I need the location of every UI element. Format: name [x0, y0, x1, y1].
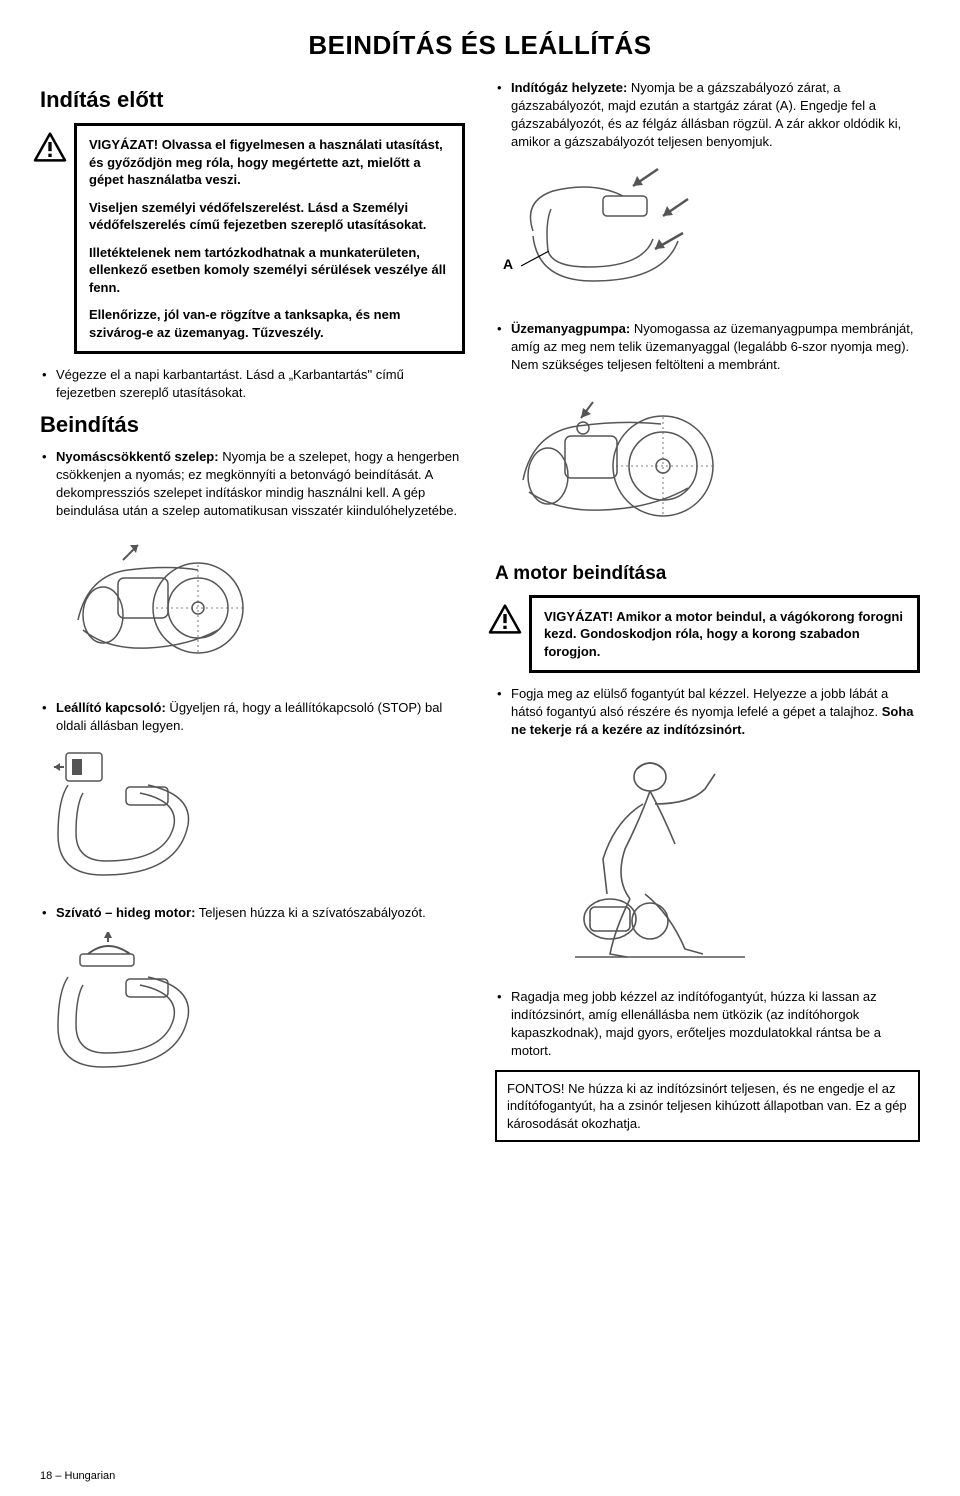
footer-language: Hungarian: [65, 1470, 116, 1482]
warning-triangle-icon: [488, 604, 522, 634]
li-grip-text: Fogja meg az elülső fogantyút bal kézzel…: [511, 686, 888, 719]
li-throttle-bold: Indítógáz helyzete:: [511, 80, 627, 95]
footer-page-number: 18: [40, 1470, 52, 1482]
li-choke: Szívató – hideg motor: Teljesen húzza ki…: [56, 904, 465, 922]
li-fuelpump-bold: Üzemanyagpumpa:: [511, 321, 630, 336]
page-footer: 18 – Hungarian: [40, 1470, 115, 1482]
warn1-p3: Illetéktelenek nem tartózkodhatnak a mun…: [89, 244, 450, 297]
list-decompression: Nyomáscsökkentő szelep: Nyomja be a szel…: [40, 448, 465, 520]
li-pull-starter: Ragadja meg jobb kézzel az indítófoganty…: [511, 988, 920, 1060]
li-decompression-bold: Nyomáscsökkentő szelep:: [56, 449, 219, 464]
warn2-text: VIGYÁZAT! Amikor a motor beindul, a vágó…: [544, 608, 905, 661]
list-throttle: Indítógáz helyzete: Nyomja be a gázszabá…: [495, 79, 920, 151]
warn1-p4: Ellenőrizze, jól van-e rögzítve a tanksa…: [89, 306, 450, 341]
right-column: Indítógáz helyzete: Nyomja be a gázszabá…: [495, 79, 920, 1152]
li-grip: Fogja meg az elülső fogantyút bal kézzel…: [511, 685, 920, 739]
li-stop-switch: Leállító kapcsoló: Ügyeljen rá, hogy a l…: [56, 699, 465, 735]
list-stop-switch: Leállító kapcsoló: Ügyeljen rá, hogy a l…: [40, 699, 465, 735]
page-title: BEINDÍTÁS ÉS LEÁLLÍTÁS: [40, 30, 920, 61]
illustration-throttle-a: A: [503, 161, 920, 306]
content-columns: Indítás előtt VIGYÁZAT! Olvassa el figye…: [40, 79, 920, 1152]
heading-start: Beindítás: [40, 412, 465, 438]
footer-sep: –: [55, 1470, 64, 1482]
illustration-stop-switch: [48, 745, 465, 890]
info-text: FONTOS! Ne húzza ki az indítózsinórt tel…: [507, 1081, 907, 1131]
li-choke-text: Teljesen húzza ki a szívatószabályozót.: [195, 905, 425, 920]
list-maintenance: Végezze el a napi karbantartást. Lásd a …: [40, 366, 465, 402]
warning-box-blade-spin: VIGYÁZAT! Amikor a motor beindul, a vágó…: [529, 595, 920, 674]
illustration-choke: [48, 932, 465, 1087]
illustration-start-posture: [555, 749, 920, 974]
illustration-decompression: [48, 530, 465, 685]
li-daily-maintenance: Végezze el a napi karbantartást. Lásd a …: [56, 366, 465, 402]
li-stop-bold: Leállító kapcsoló:: [56, 700, 166, 715]
warning-box-read-manual: VIGYÁZAT! Olvassa el figyelmesen a haszn…: [74, 123, 465, 354]
important-box-starter-cord: FONTOS! Ne húzza ki az indítózsinórt tel…: [495, 1070, 920, 1143]
list-grip: Fogja meg az elülső fogantyút bal kézzel…: [495, 685, 920, 739]
left-column: Indítás előtt VIGYÁZAT! Olvassa el figye…: [40, 79, 465, 1152]
li-decompression: Nyomáscsökkentő szelep: Nyomja be a szel…: [56, 448, 465, 520]
illustration-fuelpump: [503, 384, 920, 549]
heading-before-start: Indítás előtt: [40, 87, 465, 113]
li-choke-bold: Szívató – hideg motor:: [56, 905, 195, 920]
warning-triangle-icon: [33, 132, 67, 162]
warn1-p1: VIGYÁZAT! Olvassa el figyelmesen a haszn…: [89, 136, 450, 189]
list-pull: Ragadja meg jobb kézzel az indítófoganty…: [495, 988, 920, 1060]
list-choke: Szívató – hideg motor: Teljesen húzza ki…: [40, 904, 465, 922]
warn1-p2: Viseljen személyi védőfelszerelést. Lásd…: [89, 199, 450, 234]
li-fuelpump: Üzemanyagpumpa: Nyomogassa az üzemanyagp…: [511, 320, 920, 374]
heading-engine-start: A motor beindítása: [495, 563, 920, 585]
li-throttle: Indítógáz helyzete: Nyomja be a gázszabá…: [511, 79, 920, 151]
list-fuelpump: Üzemanyagpumpa: Nyomogassa az üzemanyagp…: [495, 320, 920, 374]
illus-a-label: A: [503, 256, 513, 272]
